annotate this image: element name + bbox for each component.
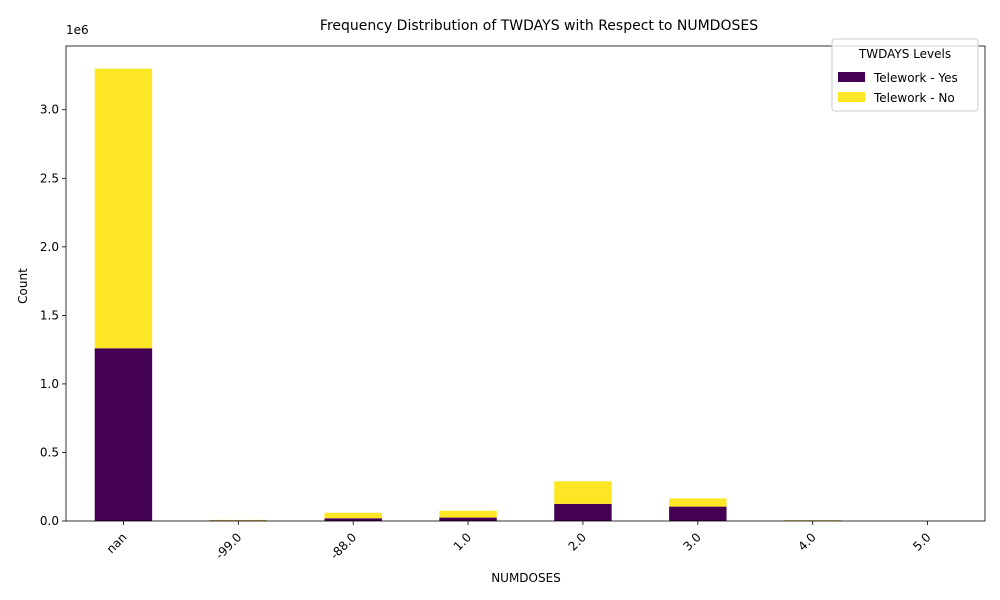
legend-label-telework-no: Telework - No	[873, 91, 955, 105]
axes-frame	[65, 45, 986, 522]
y-axis: 0.0 0.5 1.0 1.5 2.0 2.5 3.0	[40, 103, 66, 528]
legend-swatch-telework-no	[838, 92, 865, 102]
x-tick-label: -99.0	[213, 530, 245, 562]
x-tick-label: 2.0	[566, 530, 589, 553]
bar-telework-no-2	[324, 512, 382, 519]
y-tick-label: 1.5	[40, 308, 59, 322]
bar-telework-yes-2	[324, 518, 382, 521]
x-tick-label: -88.0	[327, 530, 359, 562]
bar-telework-no-4	[554, 481, 612, 504]
legend: TWDAYS Levels Telework - Yes Telework - No	[831, 38, 979, 112]
x-tick-label: 4.0	[795, 530, 818, 553]
bar-telework-yes-3	[439, 517, 497, 521]
legend-title: TWDAYS Levels	[858, 47, 951, 61]
y-tick-label: 0.0	[40, 514, 59, 528]
x-axis-label: NUMDOSES	[491, 571, 561, 585]
bar-telework-yes-4	[554, 503, 612, 521]
x-tick-label: nan	[104, 530, 130, 556]
x-axis: nan -99.0 -88.0 1.0 2.0 3.0 4.0 5.0	[104, 521, 934, 562]
x-tick-label: 3.0	[681, 530, 704, 553]
y-tick-label: 1.0	[40, 377, 59, 391]
bar-telework-yes-0	[94, 348, 153, 521]
plot-area	[65, 45, 986, 522]
bar-telework-yes-5	[669, 506, 727, 521]
y-tick-label: 0.5	[40, 445, 59, 459]
chart-title: Frequency Distribution of TWDAYS with Re…	[320, 18, 758, 34]
y-axis-scale-note: 1e6	[66, 23, 89, 37]
x-tick-label: 1.0	[451, 530, 474, 553]
x-tick-label: 5.0	[910, 530, 933, 553]
legend-box	[831, 38, 979, 112]
y-tick-label: 3.0	[40, 103, 59, 117]
bar-telework-no-0	[94, 68, 153, 349]
legend-label-telework-yes: Telework - Yes	[873, 71, 958, 85]
bar-telework-no-5	[669, 498, 727, 507]
y-axis-label: Count	[16, 268, 30, 304]
y-tick-label: 2.5	[40, 171, 59, 185]
bar-telework-no-3	[439, 510, 497, 518]
y-tick-label: 2.0	[40, 240, 59, 254]
legend-swatch-telework-yes	[838, 72, 865, 82]
